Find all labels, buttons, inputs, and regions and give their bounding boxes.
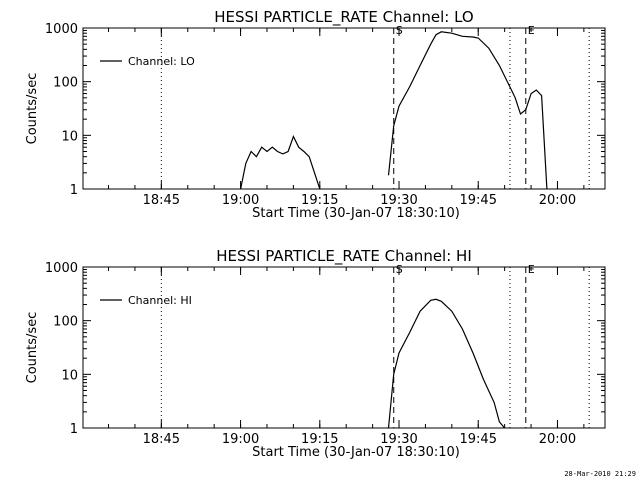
x-tick-label: 19:00	[222, 432, 259, 447]
series-line	[240, 134, 321, 190]
x-tick-label: 20:00	[539, 193, 576, 208]
y-axis-label: Counts/sec	[25, 73, 40, 145]
x-axis-label: Start Time (30-Jan-07 18:30:10)	[252, 206, 460, 221]
x-tick-label: 19:15	[301, 193, 338, 208]
footer-timestamp: 28-Mar-2010 21:29	[564, 470, 636, 478]
x-tick-label: 19:30	[380, 193, 417, 208]
chart-title: HESSI PARTICLE_RATE Channel: HI	[216, 247, 472, 266]
chart-title: HESSI PARTICLE_RATE Channel: LO	[214, 8, 473, 27]
x-tick-label: 20:00	[539, 432, 576, 447]
x-tick-label: 18:45	[143, 193, 180, 208]
marker-label: S	[396, 263, 403, 276]
x-axis-label: Start Time (30-Jan-07 18:30:10)	[252, 445, 460, 460]
y-tick-label: 1000	[45, 22, 78, 37]
x-tick-label: 18:45	[143, 432, 180, 447]
y-tick-label: 10	[61, 368, 78, 383]
legend-label: Channel: HI	[128, 294, 192, 307]
x-tick-label: 19:45	[460, 432, 497, 447]
y-tick-label: 100	[53, 76, 78, 91]
x-tick-label: 19:30	[380, 432, 417, 447]
y-axis-label: Counts/sec	[25, 312, 40, 384]
x-tick-label: 19:45	[460, 193, 497, 208]
legend-label: Channel: LO	[128, 55, 195, 68]
x-tick-label: 19:00	[222, 193, 259, 208]
y-tick-label: 1	[70, 422, 78, 437]
y-tick-label: 10	[61, 129, 78, 144]
marker-label: S	[396, 24, 403, 37]
plot-frame	[82, 27, 606, 190]
y-tick-label: 100	[53, 315, 78, 330]
series-line	[387, 31, 548, 190]
x-tick-label: 19:15	[301, 432, 338, 447]
y-tick-label: 1000	[45, 261, 78, 276]
series-line	[387, 298, 506, 429]
plot-frame	[82, 266, 606, 429]
y-tick-label: 1	[70, 183, 78, 198]
marker-label: E	[528, 24, 535, 37]
marker-label: E	[528, 263, 535, 276]
